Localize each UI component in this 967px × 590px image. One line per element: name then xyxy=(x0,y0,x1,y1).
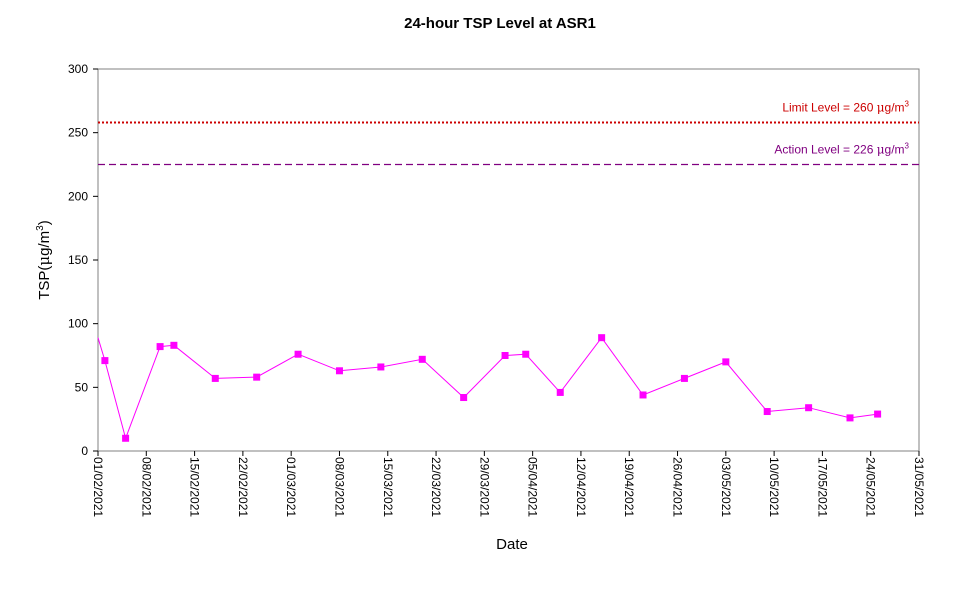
data-point xyxy=(377,363,385,371)
x-tick-label: 10/05/2021 xyxy=(767,457,781,517)
y-axis: 0 50 100 150 200 250 300 xyxy=(68,62,98,458)
data-point xyxy=(639,391,647,399)
data-point xyxy=(294,350,302,358)
data-point xyxy=(460,394,468,402)
plot-area xyxy=(97,68,920,452)
data-point xyxy=(556,388,564,396)
data-series xyxy=(97,334,882,442)
x-tick-label: 05/04/2021 xyxy=(526,457,540,517)
x-tick-label: 01/02/2021 xyxy=(91,457,105,517)
x-tick-label: 22/02/2021 xyxy=(236,457,250,517)
x-tick-label: 29/03/2021 xyxy=(477,457,491,517)
x-tick-label: 26/04/2021 xyxy=(671,457,685,517)
y-tick-label: 50 xyxy=(75,380,89,394)
data-point xyxy=(598,334,606,342)
y-tick-label: 250 xyxy=(68,126,88,140)
series-line xyxy=(97,336,878,440)
x-tick-label: 01/03/2021 xyxy=(284,457,298,517)
y-tick-label: 200 xyxy=(68,189,88,203)
x-tick-label: 31/05/2021 xyxy=(912,457,926,517)
x-tick-label: 03/05/2021 xyxy=(719,457,733,517)
y-tick-label: 300 xyxy=(68,62,88,76)
data-point xyxy=(122,434,130,442)
y-axis-label: TSP(μg/m3) xyxy=(35,220,53,300)
data-point xyxy=(170,341,178,349)
x-axis: 01/02/2021 08/02/2021 15/02/2021 22/02/2021… xyxy=(91,451,926,517)
data-point xyxy=(101,357,109,365)
y-tick-label: 0 xyxy=(81,444,88,458)
data-point xyxy=(846,414,854,422)
data-point xyxy=(722,358,730,366)
y-tick-label: 150 xyxy=(68,253,88,267)
x-tick-label: 17/05/2021 xyxy=(815,457,829,517)
x-tick-label: 08/03/2021 xyxy=(332,457,346,517)
x-tick-label: 22/03/2021 xyxy=(429,457,443,517)
x-tick-label: 15/02/2021 xyxy=(188,457,202,517)
data-point xyxy=(680,374,688,382)
chart-title: 24-hour TSP Level at ASR1 xyxy=(404,15,596,32)
data-point xyxy=(805,404,813,412)
x-tick-label: 15/03/2021 xyxy=(381,457,395,517)
data-point xyxy=(763,408,771,416)
data-point xyxy=(522,350,530,358)
x-tick-label: 12/04/2021 xyxy=(574,457,588,517)
data-point xyxy=(874,410,882,418)
data-point xyxy=(501,352,509,359)
limit-level-label: Limit Level = 260 μg/m3 xyxy=(782,99,909,114)
data-point xyxy=(156,343,164,351)
data-point xyxy=(211,374,219,382)
x-tick-label: 19/04/2021 xyxy=(622,457,636,517)
x-axis-label: Date xyxy=(496,536,528,553)
x-tick-label: 24/05/2021 xyxy=(864,457,878,517)
action-level-label: Action Level = 226 μg/m3 xyxy=(774,142,909,157)
y-tick-label: 100 xyxy=(68,317,88,331)
data-point xyxy=(335,367,343,375)
data-point xyxy=(253,373,261,381)
data-point xyxy=(418,355,426,363)
reference-lines: Limit Level = 260 μg/m3 Action Level = 22… xyxy=(98,99,919,166)
x-tick-label: 08/02/2021 xyxy=(139,457,153,517)
